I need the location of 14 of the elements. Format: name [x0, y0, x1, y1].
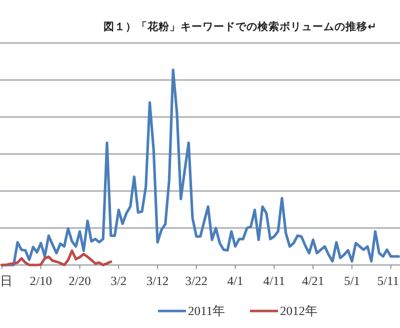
legend-label: 2011年 — [188, 304, 226, 318]
x-tick-label: 3/12 — [146, 274, 169, 288]
x-tick-label: 4/1 — [227, 274, 244, 288]
x-tick-label: 3/2 — [110, 274, 127, 288]
x-tick-label: 2/20 — [68, 274, 91, 288]
x-tick-label: 4/11 — [263, 274, 286, 288]
x-tick-label: 5/11 — [377, 274, 399, 288]
legend-label: 2012年 — [280, 304, 318, 318]
chart-title: 図１）「花粉」キーワードでの検索ボリュームの推移↵ — [104, 20, 376, 33]
x-tick-label: 2/10 — [30, 274, 52, 288]
x-tick-label: 5/1 — [344, 274, 360, 288]
x-tick-label: 3/22 — [185, 274, 208, 288]
x-tick-label: 4/21 — [302, 274, 324, 288]
x-tick-label: 日 — [0, 274, 13, 288]
